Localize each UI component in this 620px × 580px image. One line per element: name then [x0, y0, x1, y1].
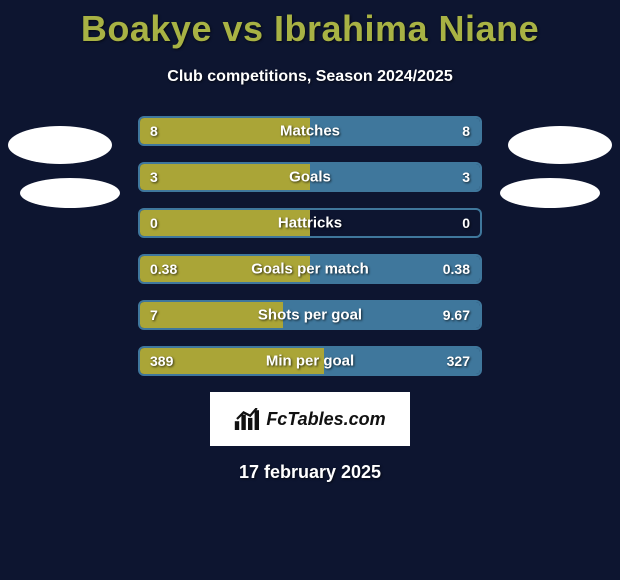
- stat-fill-player2: [310, 118, 480, 144]
- stat-value-player2: 0.38: [443, 261, 470, 277]
- stat-row: 88Matches: [138, 116, 482, 146]
- player1-avatar-bottom: [20, 178, 120, 208]
- stat-row: 00Hattricks: [138, 208, 482, 238]
- snapshot-date: 17 february 2025: [0, 462, 620, 483]
- stat-fill-player2: [310, 164, 480, 190]
- stat-value-player1: 8: [150, 123, 158, 139]
- player1-avatar-top: [8, 126, 112, 164]
- chart-icon: [234, 408, 262, 430]
- stat-row: 389327Min per goal: [138, 346, 482, 376]
- stat-fill-player1: [140, 164, 310, 190]
- stat-value-player1: 7: [150, 307, 158, 323]
- comparison-content: 88Matches33Goals00Hattricks0.380.38Goals…: [0, 116, 620, 483]
- stat-value-player2: 8: [462, 123, 470, 139]
- stat-value-player2: 0: [462, 215, 470, 231]
- source-logo: FcTables.com: [210, 392, 410, 446]
- stat-row: 33Goals: [138, 162, 482, 192]
- stat-value-player1: 0: [150, 215, 158, 231]
- stat-value-player2: 327: [447, 353, 470, 369]
- stat-value-player2: 9.67: [443, 307, 470, 323]
- stat-fill-player1: [140, 118, 310, 144]
- player2-avatar-top: [508, 126, 612, 164]
- stat-row: 0.380.38Goals per match: [138, 254, 482, 284]
- stat-value-player1: 3: [150, 169, 158, 185]
- stat-value-player2: 3: [462, 169, 470, 185]
- stat-fill-player1: [140, 210, 310, 236]
- stat-row: 79.67Shots per goal: [138, 300, 482, 330]
- stat-value-player1: 0.38: [150, 261, 177, 277]
- player2-avatar-bottom: [500, 178, 600, 208]
- stat-fill-player1: [140, 302, 283, 328]
- page-subtitle: Club competitions, Season 2024/2025: [0, 68, 620, 86]
- page-title: Boakye vs Ibrahima Niane: [0, 0, 620, 50]
- stat-bars-container: 88Matches33Goals00Hattricks0.380.38Goals…: [138, 116, 482, 376]
- source-logo-text: FcTables.com: [266, 409, 385, 430]
- stat-value-player1: 389: [150, 353, 173, 369]
